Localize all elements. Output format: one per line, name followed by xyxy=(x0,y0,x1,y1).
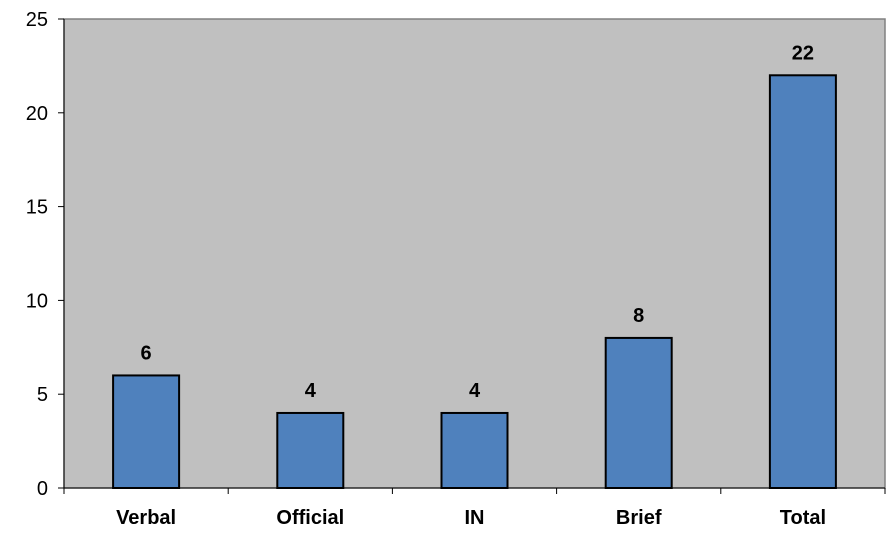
y-tick-label: 20 xyxy=(26,103,48,125)
x-category-label: IN xyxy=(465,507,485,529)
x-category-label: Verbal xyxy=(116,507,176,529)
axes: 0 5 10 15 20 25 xyxy=(26,9,886,500)
y-tick-label: 10 xyxy=(26,290,48,312)
y-tick-label: 25 xyxy=(26,9,48,31)
data-label: 8 xyxy=(633,305,644,327)
x-category-label: Total xyxy=(780,507,826,529)
x-category-label: Official xyxy=(276,507,344,529)
data-label: 4 xyxy=(305,380,317,402)
plot-area xyxy=(63,18,886,489)
data-label: 22 xyxy=(792,42,814,64)
labels: 6 Verbal 4 Official 4 IN 8 Brief 22 Total xyxy=(116,42,826,529)
x-category-label: Brief xyxy=(616,507,662,529)
bar-official xyxy=(276,411,345,489)
bars xyxy=(112,74,837,490)
data-label: 4 xyxy=(469,380,481,402)
y-tick-label: 15 xyxy=(26,197,48,219)
y-tick-label: 5 xyxy=(37,384,48,406)
y-tick-label: 0 xyxy=(37,478,48,500)
bar-total xyxy=(768,74,837,489)
bar-brief xyxy=(604,336,673,490)
bar-in xyxy=(440,411,509,489)
data-label: 6 xyxy=(141,342,152,364)
bar-verbal xyxy=(112,374,181,489)
